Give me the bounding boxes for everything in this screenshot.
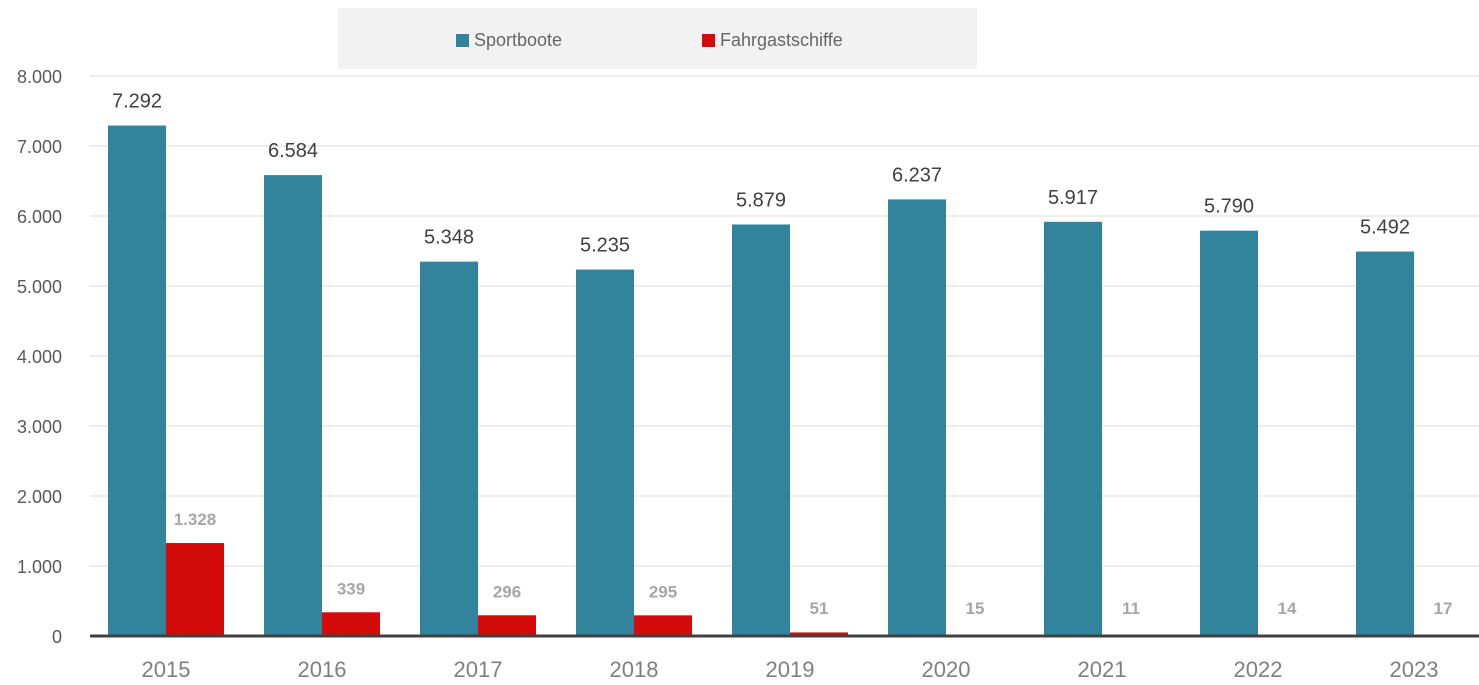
legend-label-fahrgastschiffe: Fahrgastschiffe [720,30,843,50]
x-axis-tick-labels: 2015 2016 2017 2018 2019 2020 2021 2022 2023 [142,657,1439,682]
y-tick-label: 3.000 [17,417,62,437]
data-label-fahrgastschiffe: 51 [810,599,829,618]
y-axis-tick-labels: 0 1.000 2.000 3.000 4.000 5.000 6.000 7.000 8.00… [17,67,62,647]
bar-sportboote [420,261,478,636]
data-label-sportboote: 7.292 [112,91,162,113]
bar-sportboote [888,199,946,636]
y-tick-label: 2.000 [17,487,62,507]
data-label-fahrgastschiffe: 17 [1434,599,1453,618]
data-label-sportboote: 5.790 [1204,196,1254,218]
legend-swatch-fahrgastschiffe [702,34,715,47]
x-tick-label: 2018 [610,657,659,682]
data-label-sportboote: 5.492 [1360,217,1410,239]
bar-sportboote [1044,221,1102,636]
x-tick-label: 2019 [766,657,815,682]
y-tick-label: 0 [52,627,62,647]
bar-fahrgastschiffe [790,632,848,636]
legend-swatch-sportboote [456,34,469,47]
bar-fahrgastschiffe [166,543,224,636]
x-tick-label: 2023 [1390,657,1439,682]
bar-sportboote [576,269,634,636]
data-label-sportboote: 5.235 [580,235,630,257]
y-tick-label: 1.000 [17,557,62,577]
x-tick-label: 2016 [298,657,347,682]
bar-sportboote [108,125,166,636]
legend-item-sportboote: Sportboote [456,30,562,51]
data-label-fahrgastschiffe: 11 [1122,599,1140,618]
y-tick-label: 4.000 [17,347,62,367]
bar-sportboote [1356,251,1414,636]
y-tick-label: 5.000 [17,277,62,297]
legend-label-sportboote: Sportboote [474,30,563,50]
bar-fahrgastschiffe [322,612,380,636]
x-tick-label: 2021 [1078,657,1127,682]
bar-sportboote [264,175,322,636]
legend: Sportboote Fahrgastschiffe [338,8,977,69]
y-tick-label: 8.000 [17,67,62,87]
data-label-sportboote: 5.917 [1048,187,1098,209]
y-tick-label: 7.000 [17,137,62,157]
x-tick-label: 2017 [454,657,503,682]
data-label-fahrgastschiffe: 295 [649,582,677,601]
data-label-sportboote: 5.348 [424,227,474,249]
data-label-fahrgastschiffe: 339 [337,579,365,598]
data-label-fahrgastschiffe: 1.328 [174,510,217,529]
y-tick-label: 6.000 [17,207,62,227]
data-label-sportboote: 6.237 [892,164,942,186]
data-label-fahrgastschiffe: 14 [1278,599,1297,618]
bar-fahrgastschiffe [478,615,536,636]
bar-sportboote [732,224,790,636]
data-label-sportboote: 5.879 [736,189,786,211]
data-label-sportboote: 6.584 [268,140,318,162]
bars [108,125,1472,636]
bar-sportboote [1200,230,1258,636]
x-tick-label: 2015 [142,657,191,682]
legend-item-fahrgastschiffe: Fahrgastschiffe [702,30,843,51]
data-labels: 7.292 1.328 6.584 339 5.348 296 5.235 295 5.879 5… [112,91,1452,618]
bar-fahrgastschiffe [634,615,692,636]
data-label-fahrgastschiffe: 296 [493,582,521,601]
x-tick-label: 2020 [922,657,971,682]
data-label-fahrgastschiffe: 15 [966,599,985,618]
x-tick-label: 2022 [1234,657,1283,682]
